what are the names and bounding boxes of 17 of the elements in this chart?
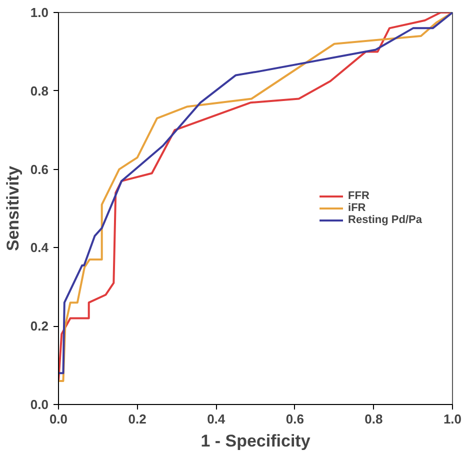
x-axis-title: 1 - Specificity <box>200 432 311 450</box>
y-tick-label: 0.8 <box>30 83 49 98</box>
y-tick-label: 0.6 <box>30 162 49 177</box>
x-tick-label: 0.4 <box>207 412 226 426</box>
legend-label: Resting Pd/Pa <box>348 214 422 226</box>
x-tick-label: 1.0 <box>443 412 462 426</box>
x-tick-label: 0.6 <box>286 412 304 426</box>
y-tick-label: 0.0 <box>30 397 49 412</box>
legend-label: iFR <box>348 202 367 214</box>
y-tick-label: 0.2 <box>30 318 49 334</box>
x-tick-label: 0.0 <box>49 412 68 426</box>
y-tick-label: 0.4 <box>30 240 50 256</box>
x-tick-label: 0.8 <box>364 412 383 426</box>
legend-label: FFR <box>348 190 370 202</box>
x-tick-label: 0.2 <box>128 412 146 426</box>
y-axis-title: Sensitivity <box>3 165 22 252</box>
y-tick-label: 1.0 <box>30 5 49 20</box>
